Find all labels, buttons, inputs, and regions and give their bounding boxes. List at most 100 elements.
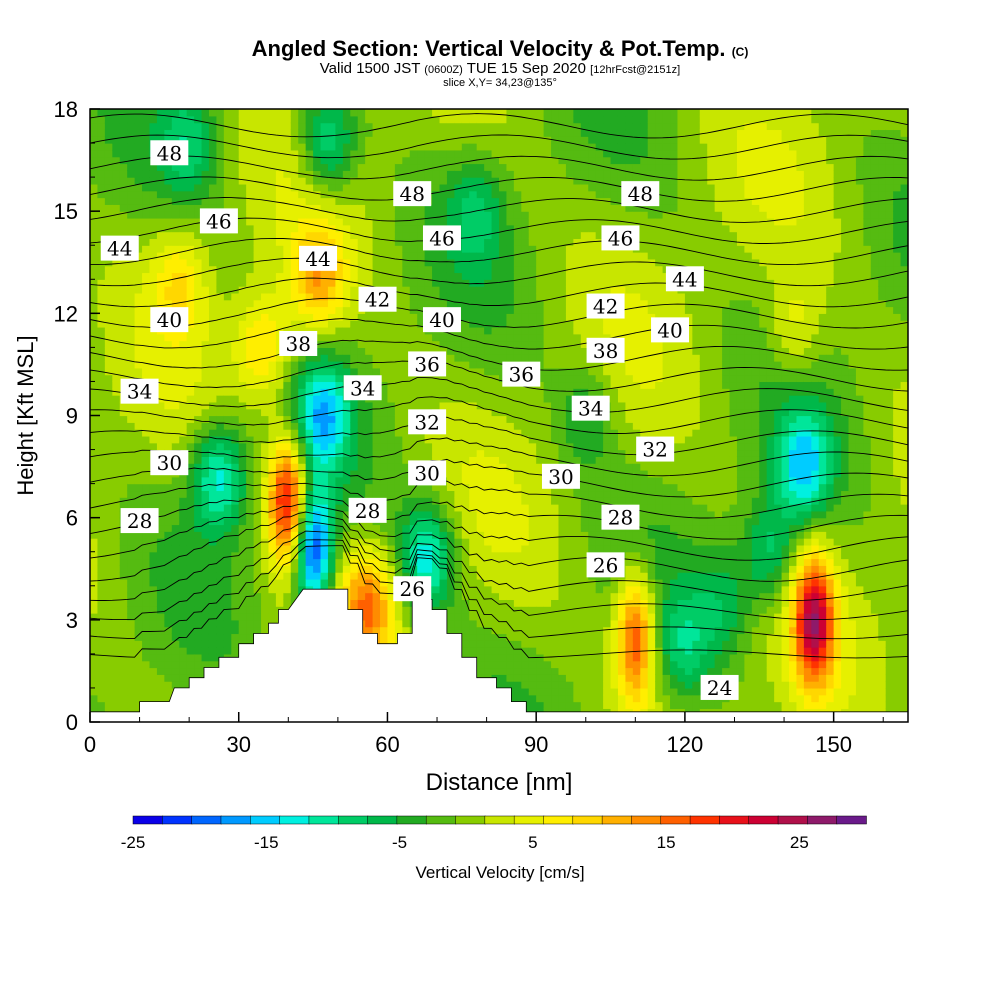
theta-contour	[90, 238, 908, 266]
colorbar-swatch	[132, 815, 164, 825]
theta-label: 26	[393, 576, 432, 602]
colorbar-tick-label: 15	[657, 833, 676, 852]
theta-contours	[90, 113, 908, 659]
x-tick-label: 90	[524, 732, 548, 757]
y-tick-label: 6	[66, 506, 78, 531]
colorbar-swatch	[484, 815, 515, 825]
theta-contour	[90, 437, 908, 477]
colorbar-swatch	[250, 815, 281, 825]
colorbar-label: Vertical Velocity [cm/s]	[415, 863, 585, 882]
theta-label: 42	[358, 286, 397, 312]
colorbar-swatch	[719, 815, 750, 825]
utc-time: (0600Z)	[424, 64, 463, 76]
theta-label: 44	[299, 245, 338, 271]
x-tick-label: 150	[815, 732, 852, 757]
theta-label: 40	[422, 307, 461, 333]
colorbar-swatch	[543, 815, 574, 825]
colorbar-tick-label: -25	[121, 833, 146, 852]
colorbar-swatch	[337, 815, 369, 825]
colorbar-swatch	[367, 815, 398, 825]
colorbar-swatch	[279, 815, 310, 825]
y-tick-label: 18	[54, 97, 78, 122]
theta-contour	[90, 377, 908, 413]
colorbar-swatch	[162, 815, 193, 825]
x-tick-label: 60	[375, 732, 399, 757]
colorbar-swatch	[191, 815, 222, 825]
theta-contour	[90, 545, 908, 659]
colorbar-swatch	[660, 815, 691, 825]
theta-label: 28	[120, 508, 159, 534]
theta-label: 44	[100, 235, 139, 261]
x-tick-label: 30	[226, 732, 250, 757]
theta-contour	[90, 113, 908, 139]
colorbar-swatch	[513, 815, 545, 825]
y-tick-label: 15	[54, 199, 78, 224]
y-tick-label: 9	[66, 404, 78, 429]
theta-label: 30	[150, 450, 189, 476]
theta-label: 44	[665, 266, 704, 292]
valid-time: Valid 1500 JST	[319, 60, 421, 77]
theta-labels: 48 48 48 46 46 46 44 44 44 42 42 40 40 40 38 38 36 36 34 34…	[100, 140, 739, 700]
theta-contour	[90, 318, 908, 350]
chart-title: Angled Section: Vertical Velocity & Pot.…	[0, 36, 1000, 62]
colorbar-tick-label: 25	[790, 833, 809, 852]
chart-title-text: Angled Section: Vertical Velocity & Pot.…	[251, 36, 726, 61]
colorbar-swatch	[220, 815, 252, 825]
colorbar-swatch	[631, 815, 662, 825]
colorbar-swatch	[308, 815, 339, 825]
theta-label: 30	[408, 460, 447, 486]
slice-info: slice X,Y= 34,23@135°	[443, 77, 557, 89]
colorbar-swatch	[748, 815, 779, 825]
colorbar-swatch	[425, 815, 457, 825]
theta-label: 48	[621, 181, 660, 207]
y-tick-label: 12	[54, 301, 78, 326]
colorbar-swatch	[572, 815, 603, 825]
theta-contour	[90, 396, 908, 434]
theta-label: 32	[408, 409, 447, 435]
theta-contour	[90, 176, 908, 202]
theta-label: 36	[408, 351, 447, 377]
theta-contour	[90, 539, 908, 640]
chart-subtitle: Valid 1500 JST (0600Z) TUE 15 Sep 2020 […	[0, 60, 1000, 77]
theta-label: 34	[343, 375, 382, 401]
colorbar-swatch	[396, 815, 427, 825]
theta-contour	[90, 358, 908, 392]
theta-contour	[90, 493, 908, 540]
theta-contour	[90, 277, 908, 308]
theta-contour	[90, 197, 908, 223]
theta-contour	[90, 217, 908, 244]
colorbar-swatch	[836, 815, 867, 825]
theta-label: 42	[586, 293, 625, 319]
theta-label: 24	[700, 674, 739, 700]
title-unit-tag: (C)	[731, 45, 749, 59]
terrain-mask	[90, 588, 908, 722]
colorbar-tick-label: -5	[392, 833, 407, 852]
theta-label: 40	[150, 307, 189, 333]
colorbar: -25 -15 -5 5 15 25	[121, 815, 867, 852]
theta-contour	[90, 521, 908, 601]
y-axis-label: Height [Kft MSL]	[13, 335, 38, 495]
theta-contour	[90, 503, 908, 561]
x-tick-label: 0	[84, 732, 96, 757]
valid-date: TUE 15 Sep 2020	[466, 60, 586, 77]
theta-label: 40	[651, 317, 690, 343]
theta-contour	[90, 480, 908, 519]
theta-contour	[90, 416, 908, 456]
theta-label: 48	[150, 140, 189, 166]
theta-label: 48	[393, 181, 432, 207]
theta-label: 46	[199, 208, 238, 234]
colorbar-swatch	[455, 815, 486, 825]
forecast-info: [12hrFcst@2151z]	[590, 64, 681, 76]
theta-contour	[90, 458, 908, 498]
theta-contour	[90, 339, 908, 371]
theta-label: 32	[636, 436, 675, 462]
theta-label: 26	[586, 552, 625, 578]
theta-contour	[90, 511, 908, 582]
theta-contour	[90, 155, 908, 181]
x-tick-label: 120	[667, 732, 704, 757]
y-tick-label: 3	[66, 608, 78, 633]
theta-label: 30	[541, 463, 580, 489]
x-axis-label: Distance [nm]	[426, 769, 573, 796]
